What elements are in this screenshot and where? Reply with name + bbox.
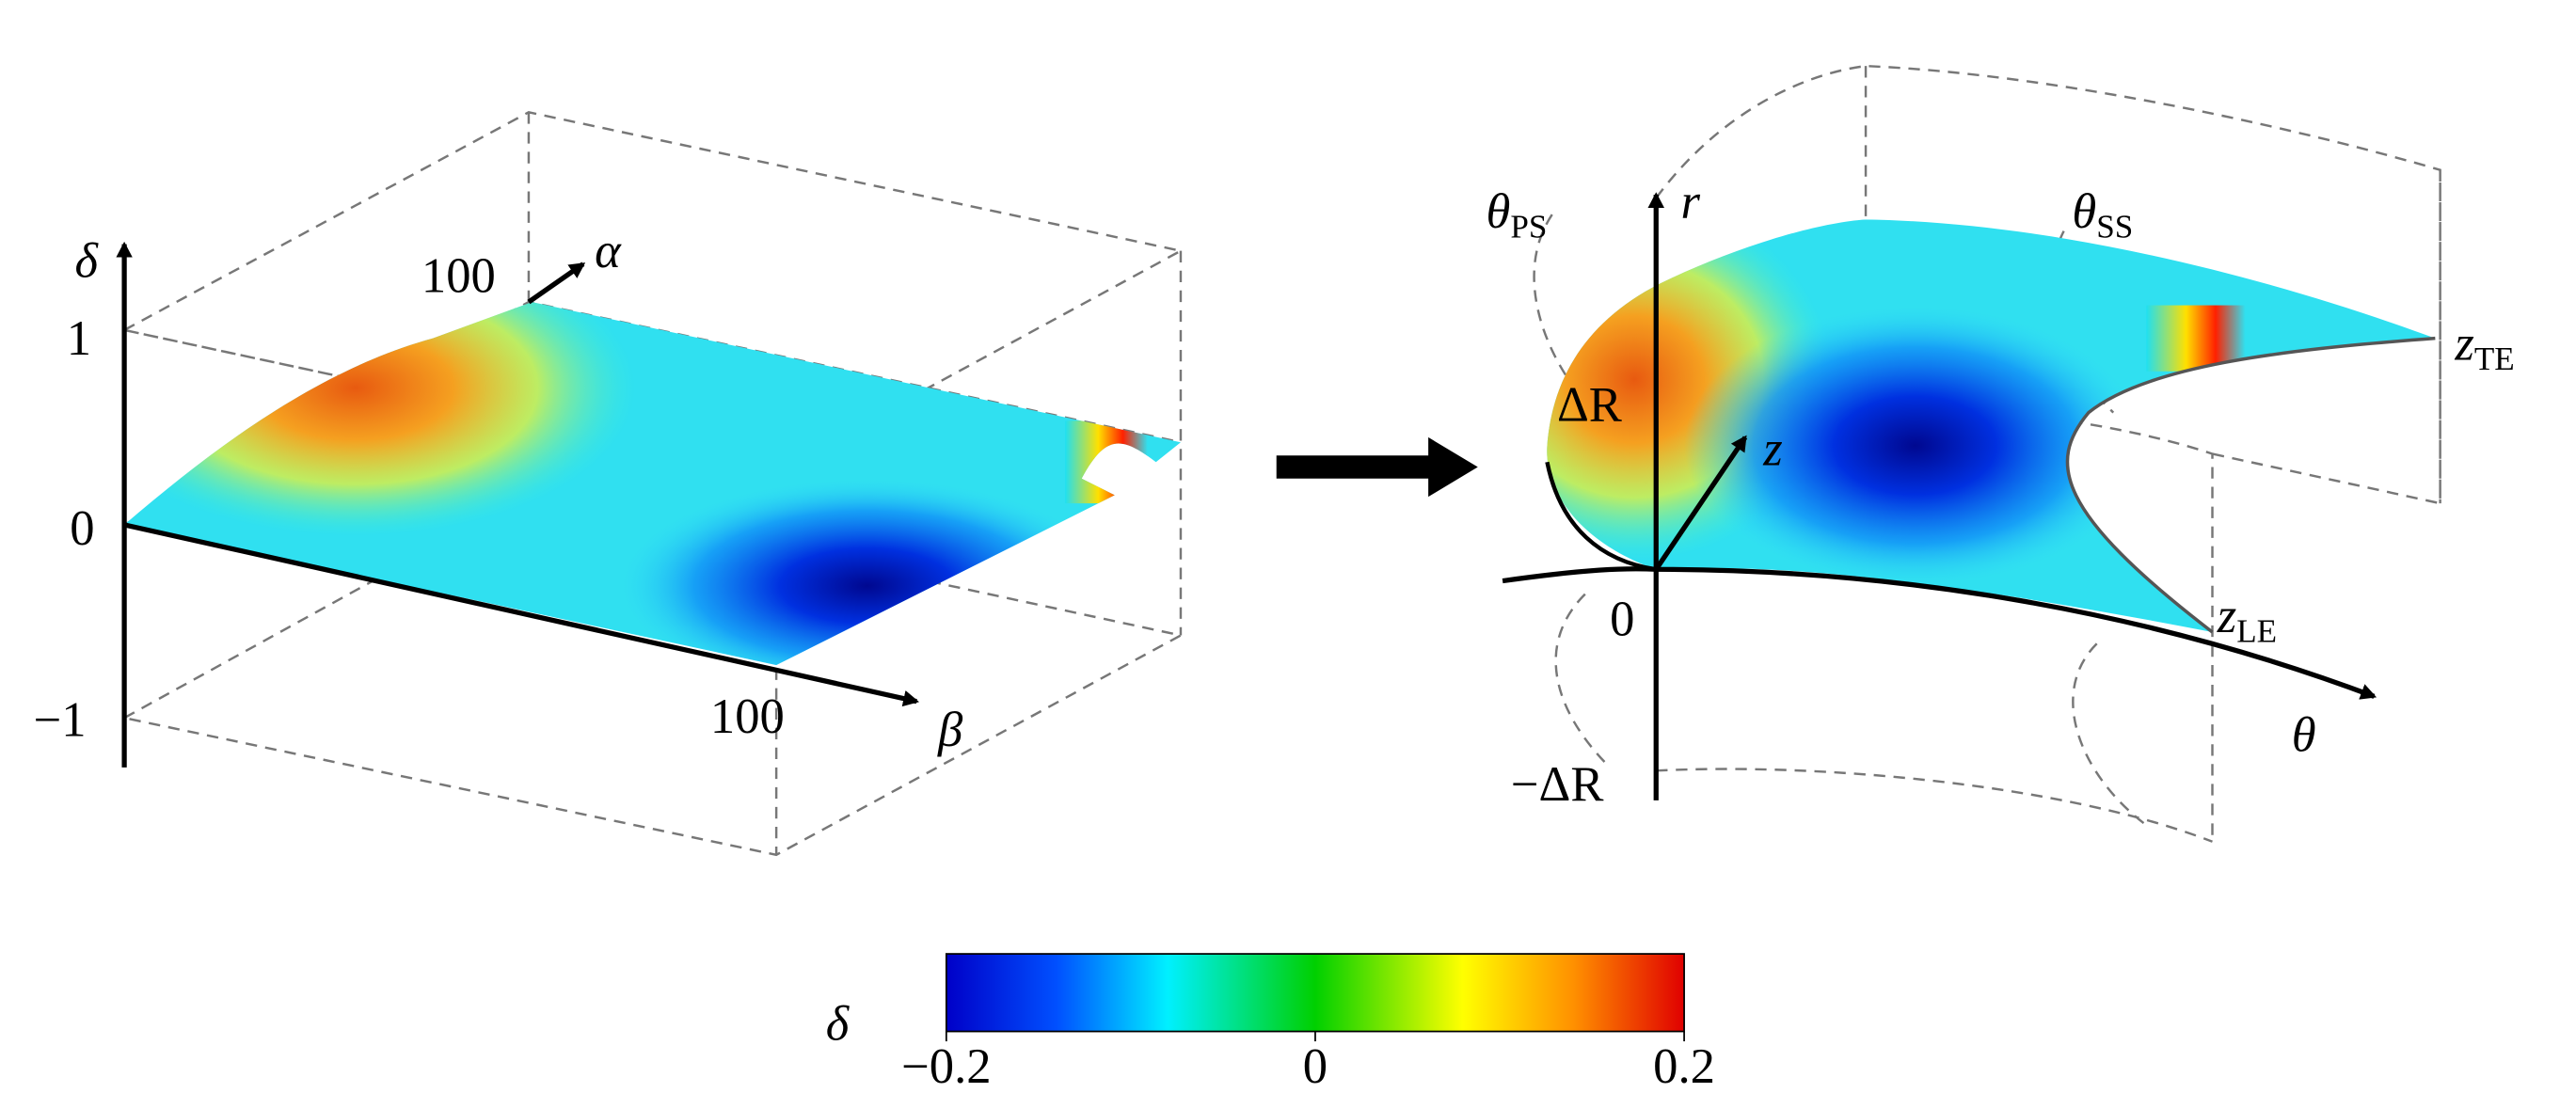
tick-label: 1	[67, 311, 91, 366]
tick-label: 0	[1303, 1039, 1328, 1094]
beta-axis	[123, 522, 919, 707]
tick-label: −1	[34, 692, 87, 747]
label: 0	[1610, 592, 1634, 646]
tick-label: 0	[70, 501, 94, 556]
label: θSS	[2072, 184, 2133, 246]
transform-arrow	[1276, 436, 1478, 498]
tick-label: 100	[421, 249, 496, 304]
label: zTE	[2454, 316, 2514, 377]
axis-label: α	[595, 224, 622, 278]
colorbar-label: δ	[826, 996, 851, 1051]
tick-label: 100	[710, 689, 785, 744]
tick-label: 0.2	[1653, 1039, 1715, 1094]
label: ΔR	[1557, 377, 1623, 432]
axis-label: θ	[2292, 707, 2316, 762]
alpha-axis	[527, 261, 586, 305]
tick-label: −0.2	[901, 1039, 991, 1094]
colorbar-scale	[945, 953, 1685, 1033]
axis-label: z	[1762, 422, 1782, 477]
label: θPS	[1487, 184, 1548, 246]
surface	[1547, 219, 2436, 632]
theta-axis	[1502, 566, 2377, 700]
label: zLE	[2217, 589, 2277, 650]
colorbar: δ −0.2 0 0.2	[826, 953, 1715, 1094]
axis-label: β	[937, 703, 963, 757]
z-axis	[1654, 435, 1748, 571]
right-plot: θPS r θSS ΔR z zTE 0 zLE θ −ΔR	[1487, 64, 2515, 843]
axis-label: r	[1681, 175, 1701, 230]
left-plot: δ 100 α 1 0 −1 100 β	[34, 111, 1185, 857]
bounding-box	[120, 111, 1185, 857]
surface	[124, 302, 1181, 666]
label: −ΔR	[1511, 757, 1605, 812]
edge	[1545, 461, 1657, 572]
edge	[2065, 336, 2436, 634]
axis-label: δ	[74, 234, 99, 289]
